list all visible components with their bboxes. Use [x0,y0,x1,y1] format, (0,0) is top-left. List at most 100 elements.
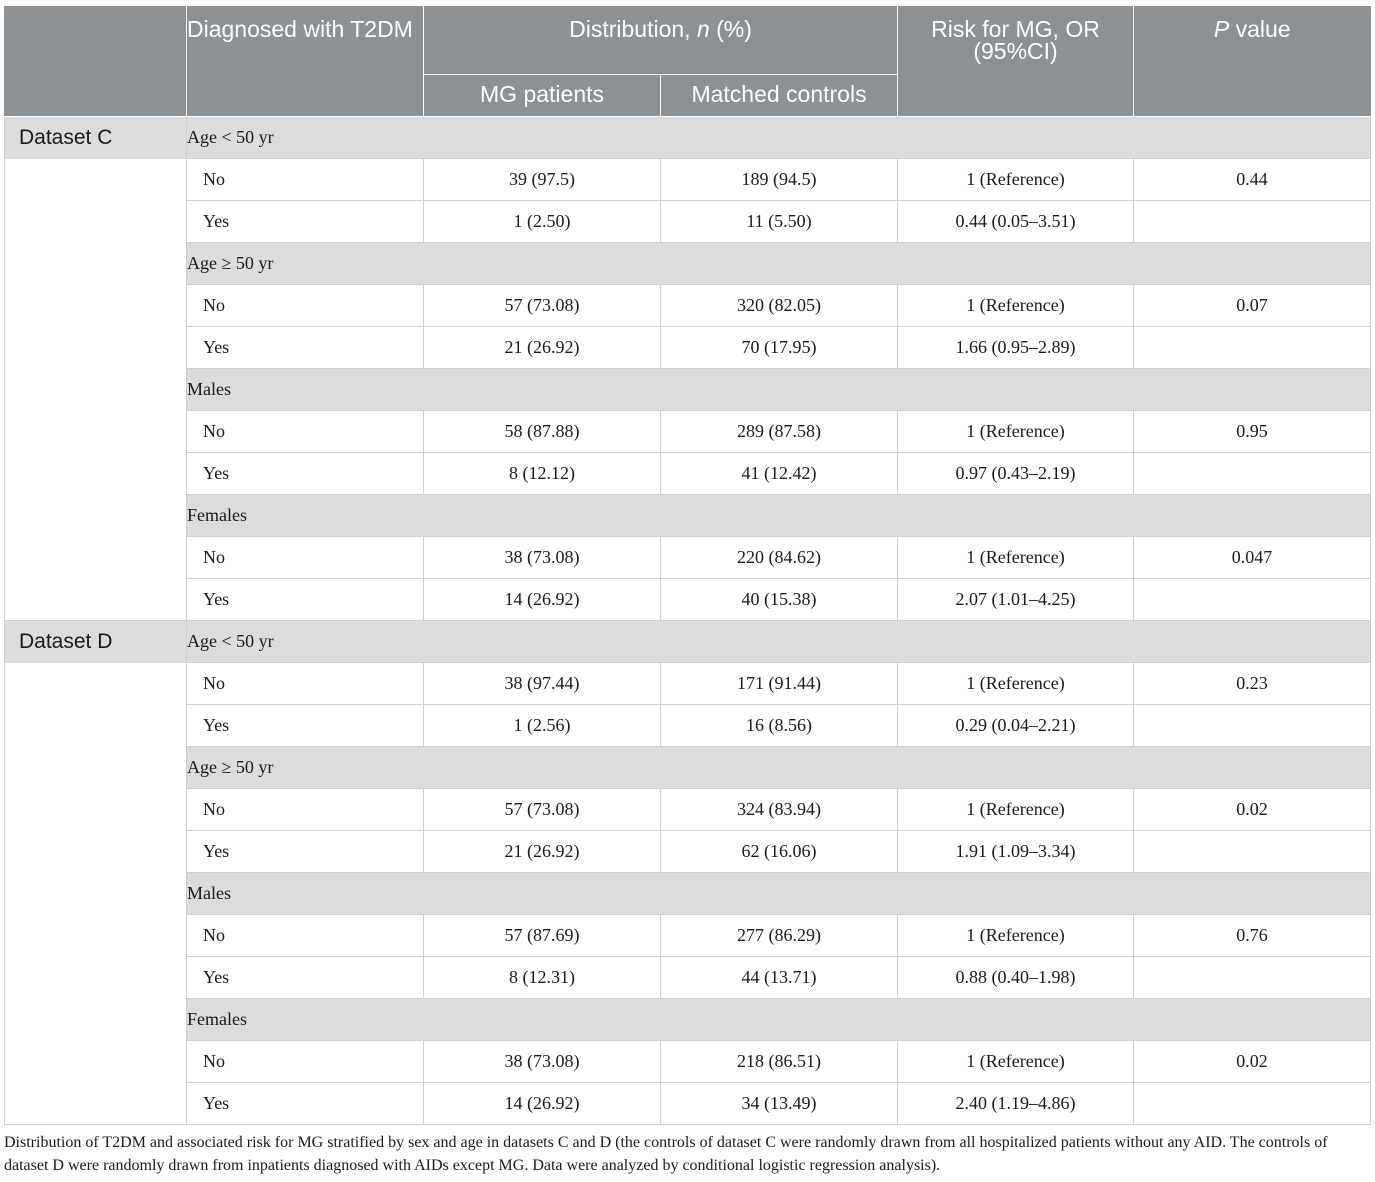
or-value: 1.66 (0.95–2.89) [897,326,1135,369]
group-label: Age < 50 yr [186,620,1372,663]
or-value: 1 (Reference) [897,410,1135,453]
mg-value: 14 (26.92) [423,578,661,621]
row-label: No [186,914,424,957]
mg-value: 1 (2.56) [423,704,661,747]
control-value: 11 (5.50) [660,200,899,243]
control-value: 44 (13.71) [660,956,899,999]
table-row: No 39 (97.5) 189 (94.5) 1 (Reference) 0.44 [5,158,1372,201]
or-value: 1 (Reference) [897,662,1135,705]
header-diagnosed: Diagnosed with T2DM [186,6,424,117]
mg-value: 39 (97.5) [423,158,661,201]
table-row: Yes 8 (12.31) 44 (13.71) 0.88 (0.40–1.98) [5,956,1372,999]
table-row: No 58 (87.88) 289 (87.58) 1 (Reference) 0.95 [5,410,1372,453]
control-value: 62 (16.06) [660,830,899,873]
control-value: 171 (91.44) [660,662,899,705]
row-label: Yes [186,200,424,243]
row-label: Yes [186,1082,424,1125]
or-value: 2.07 (1.01–4.25) [897,578,1135,621]
p-value: 0.44 [1133,158,1372,201]
row-label: No [186,536,424,579]
header-distribution: Distribution, n (%) [422,6,898,75]
table-footnote: Distribution of T2DM and associated risk… [4,1134,1328,1174]
header-mg-patients: MG patients [423,74,661,117]
mg-value: 38 (73.08) [423,536,661,579]
group-row: Males [5,872,1372,915]
or-value: 0.97 (0.43–2.19) [897,452,1135,495]
table-row: Yes 14 (26.92) 34 (13.49) 2.40 (1.19–4.86) [5,1082,1372,1125]
p-value: 0.047 [1133,536,1372,579]
dataset-cell: Dataset D [4,620,187,1125]
table-row: Yes 14 (26.92) 40 (15.38) 2.07 (1.01–4.25) [5,578,1372,621]
p-value: 0.23 [1133,662,1372,705]
row-label: No [186,410,424,453]
mg-value: 1 (2.50) [423,200,661,243]
p-value [1133,1082,1372,1125]
mg-value: 21 (26.92) [423,326,661,369]
or-value: 2.40 (1.19–4.86) [897,1082,1135,1125]
control-value: 324 (83.94) [660,788,899,831]
p-value [1133,200,1372,243]
mg-value: 21 (26.92) [423,830,661,873]
table-row: Yes 21 (26.92) 70 (17.95) 1.66 (0.95–2.89) [5,326,1372,369]
mg-value: 57 (87.69) [423,914,661,957]
mg-value: 38 (97.44) [423,662,661,705]
results-table: Diagnosed with T2DM Distribution, n (%) … [4,6,1372,1125]
or-value: 1 (Reference) [897,1040,1135,1083]
p-value: 0.95 [1133,410,1372,453]
or-value: 1 (Reference) [897,158,1135,201]
row-label: Yes [186,578,424,621]
control-value: 220 (84.62) [660,536,899,579]
row-label: Yes [186,452,424,495]
control-value: 16 (8.56) [660,704,899,747]
row-label: No [186,788,424,831]
table-body: Dataset C Age < 50 yr No 39 (97.5) 189 (94.5… [4,116,1372,1125]
group-row: Males [5,368,1372,411]
or-value: 1 (Reference) [897,788,1135,831]
table-row: No 38 (97.44) 171 (91.44) 1 (Reference) 0.23 [5,662,1372,705]
group-label: Age ≥ 50 yr [186,242,1372,285]
p-value: 0.76 [1133,914,1372,957]
group-row: Dataset C Age < 50 yr [4,116,1372,621]
table-row: No 57 (87.69) 277 (86.29) 1 (Reference) 0.76 [5,914,1372,957]
dataset-cell: Dataset C [4,116,187,621]
p-value: 0.02 [1133,788,1372,831]
control-value: 218 (86.51) [660,1040,899,1083]
header-p-value: P value [1133,6,1371,117]
table-row: No 57 (73.08) 320 (82.05) 1 (Reference) 0.07 [5,284,1372,327]
or-value: 1 (Reference) [897,536,1135,579]
header-blank [4,6,187,117]
dataset-label: Dataset D [5,620,186,663]
or-value: 0.29 (0.04–2.21) [897,704,1135,747]
group-row: Females [5,998,1372,1041]
group-label: Age < 50 yr [186,116,1372,159]
control-value: 34 (13.49) [660,1082,899,1125]
dataset-label: Dataset C [5,116,186,159]
mg-value: 57 (73.08) [423,788,661,831]
group-row: Age ≥ 50 yr [5,242,1372,285]
row-label: No [186,1040,424,1083]
group-label: Age ≥ 50 yr [186,746,1372,789]
table-row: Yes 1 (2.56) 16 (8.56) 0.29 (0.04–2.21) [5,704,1372,747]
row-label: No [186,284,424,327]
p-value [1133,452,1372,495]
table-row: Yes 8 (12.12) 41 (12.42) 0.97 (0.43–2.19) [5,452,1372,495]
group-label: Females [186,998,1372,1041]
control-value: 189 (94.5) [660,158,899,201]
row-label: Yes [186,704,424,747]
table-container: Diagnosed with T2DM Distribution, n (%) … [4,6,1372,1125]
table-row: No 57 (73.08) 324 (83.94) 1 (Reference) 0.02 [5,788,1372,831]
control-value: 40 (15.38) [660,578,899,621]
mg-value: 58 (87.88) [423,410,661,453]
group-row: Age ≥ 50 yr [5,746,1372,789]
control-value: 320 (82.05) [660,284,899,327]
p-value [1133,704,1372,747]
header-row: Diagnosed with T2DM Distribution, n (%) … [4,6,1371,117]
control-value: 70 (17.95) [660,326,899,369]
p-value [1133,830,1372,873]
subheader-row: MG patients Matched controls [5,74,1371,117]
or-value: 1 (Reference) [897,914,1135,957]
table-row: Yes 21 (26.92) 62 (16.06) 1.91 (1.09–3.34) [5,830,1372,873]
table-row: No 38 (73.08) 220 (84.62) 1 (Reference) 0.04… [5,536,1372,579]
control-value: 41 (12.42) [660,452,899,495]
mg-value: 57 (73.08) [423,284,661,327]
